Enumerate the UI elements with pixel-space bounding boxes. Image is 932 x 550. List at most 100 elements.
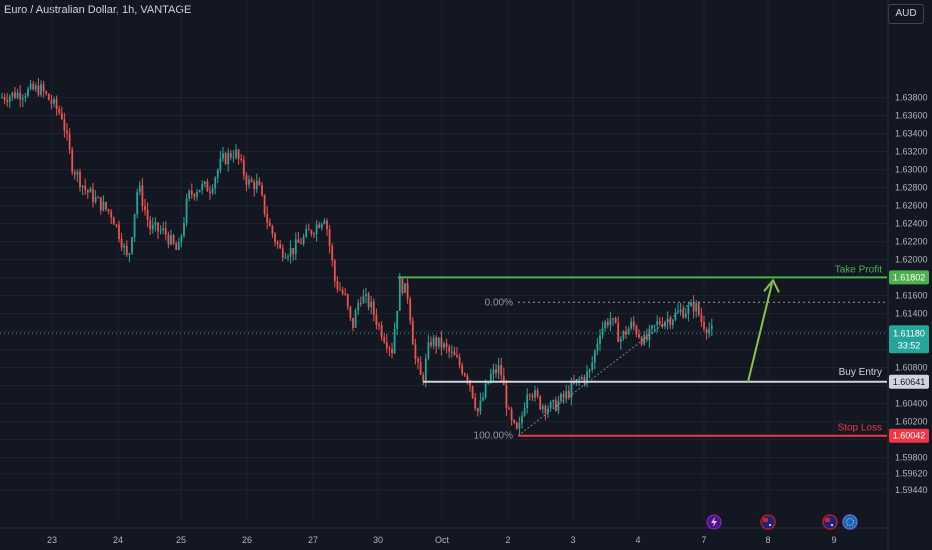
candle-body xyxy=(443,343,445,348)
candle-body xyxy=(505,385,508,408)
candle-body xyxy=(528,394,531,396)
candle-body xyxy=(81,185,84,188)
australia-flag-union xyxy=(763,518,768,522)
candle-body xyxy=(609,319,612,326)
candle-body xyxy=(1,97,3,99)
candle-body xyxy=(664,322,666,327)
take-profit-label: Take Profit xyxy=(835,264,882,275)
candle-body xyxy=(266,214,269,223)
candle-body xyxy=(630,321,633,329)
candle-body xyxy=(495,369,497,374)
candle-body xyxy=(580,377,583,379)
candle-body xyxy=(138,185,141,192)
candle-body xyxy=(341,290,344,294)
candle-body xyxy=(136,191,139,214)
candle-body xyxy=(310,230,313,235)
candle-body xyxy=(21,97,24,100)
candle-body xyxy=(645,334,648,340)
candle-body xyxy=(333,260,336,282)
candle-body xyxy=(474,397,477,409)
take-profit-price-tag-bg xyxy=(889,270,929,285)
current-price-tag: 1.61180 xyxy=(893,328,925,338)
candle-body xyxy=(625,330,627,335)
candle-body xyxy=(404,283,406,293)
price-tick-label: 1.63800 xyxy=(895,93,928,103)
candle-body xyxy=(102,201,105,211)
candle-body xyxy=(211,188,214,193)
candle-body xyxy=(547,408,549,413)
candle-body xyxy=(521,415,523,424)
candle-body xyxy=(705,329,708,333)
event-icons[interactable] xyxy=(706,514,858,530)
candle-body xyxy=(271,225,274,234)
candle-body xyxy=(396,310,399,330)
candle-body xyxy=(682,309,685,318)
candle-body xyxy=(216,170,219,179)
candle-body xyxy=(42,84,45,92)
eu-flag-icon[interactable] xyxy=(842,514,858,530)
candle-body xyxy=(708,328,711,333)
candle-body xyxy=(437,337,440,347)
candle-body xyxy=(209,191,211,193)
candle-body xyxy=(409,298,412,321)
candle-body xyxy=(164,228,167,235)
time-tick-label: 4 xyxy=(635,535,640,545)
candle-body xyxy=(703,322,705,330)
candle-body xyxy=(471,386,474,398)
australia-flag-icon[interactable] xyxy=(760,514,776,530)
candle-body xyxy=(432,337,435,346)
candle-body xyxy=(476,408,479,412)
candle-body xyxy=(596,343,599,351)
time-axis[interactable]: 23 24 25 26 27 30 Oct 2 3 4 7 8 9 xyxy=(0,527,887,545)
candle-body xyxy=(692,302,695,312)
candle-body xyxy=(183,223,185,236)
candle-body xyxy=(297,239,300,243)
candle-body xyxy=(513,420,516,423)
entry-price-tag-bg xyxy=(889,374,929,389)
time-tick-label: 25 xyxy=(176,535,186,545)
candle-body xyxy=(385,341,388,348)
candle-body xyxy=(227,152,230,164)
candle-body xyxy=(237,149,240,159)
candle-body xyxy=(76,171,79,175)
countdown-tag: 33:52 xyxy=(898,340,921,350)
candle-body xyxy=(479,400,482,412)
price-tick-label: 1.60200 xyxy=(895,417,928,427)
candle-body xyxy=(697,302,700,315)
candle-body xyxy=(154,222,157,225)
candle-body xyxy=(614,317,617,323)
candle-body xyxy=(279,244,282,249)
candle-body xyxy=(482,397,484,401)
candle-body xyxy=(177,242,180,250)
candle-body xyxy=(591,362,594,370)
candle-body xyxy=(159,230,162,232)
candle-body xyxy=(167,234,170,245)
price-tick-label: 1.62000 xyxy=(895,255,928,265)
lightning-icon[interactable] xyxy=(706,514,722,530)
candle-body xyxy=(640,337,643,345)
candle-body xyxy=(115,224,118,226)
candle-body xyxy=(185,198,188,224)
candle-body xyxy=(37,85,40,95)
candle-body xyxy=(68,133,71,150)
candle-body xyxy=(531,395,534,398)
candle-body xyxy=(456,355,458,358)
candle-body xyxy=(365,294,367,296)
candle-body xyxy=(149,219,152,230)
candle-body xyxy=(253,182,256,190)
time-tick-label: Oct xyxy=(435,535,450,545)
candle-body xyxy=(86,190,89,193)
australia-flag-icon[interactable] xyxy=(822,514,838,530)
candle-body xyxy=(79,171,81,188)
fib-trend-line xyxy=(517,301,693,437)
eu-flag-stars xyxy=(846,518,854,526)
price-tick-label: 1.62600 xyxy=(895,201,928,211)
price-tick-label: 1.62400 xyxy=(895,219,928,229)
candle-body xyxy=(331,246,334,261)
candle-body xyxy=(180,235,183,243)
symbol-title: Euro / Australian Dollar, 1h, VANTAGE xyxy=(4,4,192,16)
candle-body xyxy=(539,396,542,409)
candle-body xyxy=(372,301,375,315)
price-tick-label: 1.62800 xyxy=(895,183,928,193)
